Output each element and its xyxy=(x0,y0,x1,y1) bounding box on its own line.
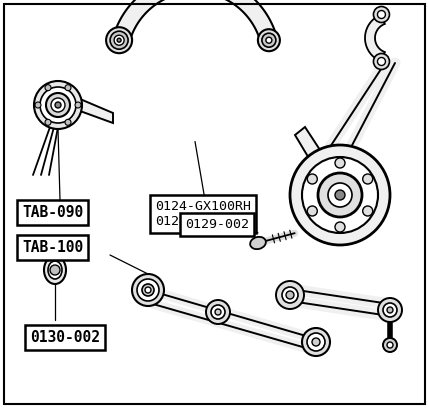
Circle shape xyxy=(302,157,378,233)
Circle shape xyxy=(378,11,385,18)
Circle shape xyxy=(374,53,390,69)
Circle shape xyxy=(302,328,330,356)
Text: TAB-100: TAB-100 xyxy=(22,240,83,255)
Polygon shape xyxy=(80,99,113,123)
Circle shape xyxy=(266,37,272,43)
Polygon shape xyxy=(113,0,277,42)
Circle shape xyxy=(46,93,70,117)
Circle shape xyxy=(286,291,294,299)
Circle shape xyxy=(110,31,128,49)
Circle shape xyxy=(276,281,304,309)
Circle shape xyxy=(383,338,397,352)
Ellipse shape xyxy=(44,256,66,284)
Circle shape xyxy=(262,33,276,47)
Circle shape xyxy=(378,58,385,66)
Text: 0130-002: 0130-002 xyxy=(30,330,100,345)
Circle shape xyxy=(335,158,345,168)
Circle shape xyxy=(45,119,51,125)
Circle shape xyxy=(106,27,132,53)
Circle shape xyxy=(132,274,164,306)
Circle shape xyxy=(215,309,221,315)
Circle shape xyxy=(40,87,76,123)
Circle shape xyxy=(374,7,390,22)
Circle shape xyxy=(65,119,71,125)
Ellipse shape xyxy=(250,237,266,249)
Circle shape xyxy=(258,29,280,51)
Text: 0124-GX100RH
0124-GX100LH: 0124-GX100RH 0124-GX100LH xyxy=(155,200,251,228)
Circle shape xyxy=(117,38,121,42)
Circle shape xyxy=(290,145,390,245)
Circle shape xyxy=(387,342,393,348)
Circle shape xyxy=(387,307,393,313)
Text: 0129-002: 0129-002 xyxy=(185,218,249,231)
Circle shape xyxy=(142,284,154,296)
Circle shape xyxy=(65,85,71,91)
Circle shape xyxy=(318,173,362,217)
Circle shape xyxy=(114,35,124,45)
Circle shape xyxy=(378,298,402,322)
Circle shape xyxy=(312,338,320,346)
Circle shape xyxy=(335,222,345,232)
Circle shape xyxy=(307,206,317,216)
Polygon shape xyxy=(295,127,322,160)
Polygon shape xyxy=(365,15,385,62)
Circle shape xyxy=(206,300,230,324)
Circle shape xyxy=(45,85,51,91)
Circle shape xyxy=(145,287,151,293)
Circle shape xyxy=(50,265,60,275)
Circle shape xyxy=(363,206,373,216)
Circle shape xyxy=(75,102,81,108)
Text: TAB-090: TAB-090 xyxy=(22,205,83,220)
Circle shape xyxy=(51,98,65,112)
Circle shape xyxy=(34,81,82,129)
Circle shape xyxy=(383,303,397,317)
Ellipse shape xyxy=(48,261,62,279)
Circle shape xyxy=(137,279,159,301)
Circle shape xyxy=(307,174,317,184)
Circle shape xyxy=(211,305,225,319)
Circle shape xyxy=(328,183,352,207)
Circle shape xyxy=(363,174,373,184)
Circle shape xyxy=(335,190,345,200)
Circle shape xyxy=(55,102,61,108)
Circle shape xyxy=(282,287,298,303)
Circle shape xyxy=(35,102,41,108)
Circle shape xyxy=(307,333,325,351)
